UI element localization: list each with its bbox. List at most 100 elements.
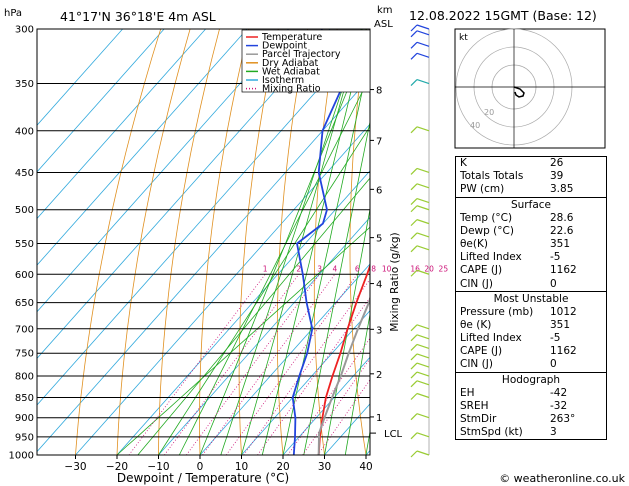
pressure-tick-label: 700: [15, 324, 34, 335]
legend-entry: Dry Adiabat: [262, 58, 319, 69]
hodograph-ring-label: 20: [484, 108, 494, 117]
index-row: SREH -32: [456, 400, 606, 413]
pressure-unit: hPa: [4, 8, 22, 19]
series-temperature: [317, 263, 370, 455]
wind-barb: [416, 41, 430, 47]
km-tick-label: 3: [376, 325, 382, 336]
legend-entry: Temperature: [261, 32, 322, 43]
index-key: Lifted Index: [460, 251, 522, 264]
km-tick-label: 5: [376, 234, 382, 245]
series-dewpoint: [291, 29, 345, 455]
index-row: θe (K) 351: [456, 319, 606, 332]
index-key: θe(K): [460, 237, 488, 250]
km-tick-label: 4: [376, 280, 382, 291]
wind-barb: [416, 353, 430, 359]
wind-barb-flag: [410, 183, 418, 191]
km-tick-label: 8: [376, 86, 382, 97]
wind-barb-flag: [410, 371, 418, 379]
index-key: CIN (J): [460, 277, 493, 290]
index-value: -42: [550, 386, 568, 399]
wind-barb-flag: [410, 168, 418, 175]
mixing-ratio-label: 8: [371, 264, 376, 273]
index-row: StmDir 263°: [456, 413, 606, 426]
isotherm-line: [37, 29, 165, 173]
wind-barb: [416, 219, 430, 225]
index-row: Totals Totals 39: [456, 170, 606, 183]
wind-barb: [416, 334, 430, 340]
legend-entry: Isotherm: [262, 75, 304, 86]
index-value: 1162: [550, 345, 577, 358]
x-tick-label: 0: [197, 461, 204, 473]
mixing-ratio-line: [164, 274, 300, 455]
mixing-ratio-label: 1: [263, 264, 268, 273]
wind-barb-flag: [410, 219, 418, 227]
index-row: Pressure (mb) 1012: [456, 306, 606, 319]
plot-frame: [36, 28, 371, 456]
index-row: CAPE (J) 1162: [456, 264, 606, 277]
pressure-tick-label: 400: [15, 126, 34, 137]
index-key: Dewp (°C): [460, 224, 514, 237]
index-key: StmDir: [460, 413, 497, 425]
wind-barb: [416, 432, 430, 438]
isotherm-line: [37, 29, 289, 313]
legend-box: [241, 29, 371, 93]
x-axis-label: Dewpoint / Temperature (°C): [117, 471, 289, 485]
isotherm-line: [282, 356, 370, 455]
index-value: 351: [550, 318, 571, 331]
index-value: 22.6: [550, 224, 574, 237]
datetime-title: 12.08.2022 15GMT (Base: 12): [409, 8, 597, 23]
wind-barb-flag: [410, 198, 418, 206]
most-unstable-title: Most Unstable: [456, 290, 606, 306]
profiles: [291, 29, 370, 455]
wind-barb-flag: [410, 324, 418, 332]
mixing-ratio-lines: [128, 274, 370, 455]
wind-barb: [416, 232, 430, 238]
pressure-tick-label: 600: [15, 270, 34, 281]
index-key: Lifted Index: [460, 332, 522, 345]
index-row: CAPE (J) 1162: [456, 345, 606, 358]
dry-adiabat-line: [116, 29, 191, 455]
km-tick-label: 2: [376, 370, 382, 381]
pressure-tick-label: 800: [15, 372, 34, 383]
index-row: Temp (°C) 28.6: [456, 212, 606, 225]
mixing-ratio-label: 25: [439, 264, 449, 273]
km-tick-label: 1: [376, 413, 382, 424]
index-value: -32: [550, 399, 568, 412]
wind-barb: [416, 167, 430, 174]
wind-barb: [416, 343, 430, 350]
x-tick-label: −20: [106, 461, 128, 473]
wind-barb: [416, 324, 430, 330]
index-key: CAPE (J): [460, 345, 503, 358]
isotherm-line: [116, 170, 370, 455]
wind-barb-flag: [410, 353, 418, 361]
wind-barb: [416, 126, 430, 132]
isotherm-line: [37, 29, 248, 266]
indices-panel: K 26 Totals Totals 39 PW (cm) 3.85 Surface Te…: [455, 156, 607, 441]
wind-barb-flag: [410, 362, 418, 370]
index-row: PW (cm) 3.85: [456, 183, 606, 196]
pressure-tick-label: 650: [15, 298, 34, 309]
isotherm-line: [37, 76, 370, 453]
x-tick-label: −10: [147, 461, 169, 473]
index-value: 3: [550, 426, 557, 439]
surface-title: Surface: [456, 196, 606, 212]
pressure-tick-label: 850: [15, 393, 34, 404]
isotherm-line: [241, 310, 370, 455]
wind-barb-flag: [410, 205, 418, 213]
index-row: θe(K) 351: [456, 238, 606, 251]
index-key: K: [460, 157, 467, 169]
wind-barb-flag: [410, 24, 418, 32]
location-title: 41°17'N 36°18'E 4m ASL: [60, 9, 216, 24]
hodograph-ring-label: 40: [470, 121, 480, 130]
mixing-ratio-label: 16: [410, 264, 420, 273]
index-key: SREH: [460, 399, 489, 412]
legend-entry: Parcel Trajectory: [262, 49, 341, 60]
wind-barb: [416, 24, 430, 30]
indices-hodograph: EH -42 SREH -32 StmDir 263° StmSpd (kt) 3: [456, 387, 606, 440]
hodograph-unit: kt: [459, 33, 468, 43]
mixing-ratio-line: [128, 274, 266, 455]
legend-entry: Mixing Ratio: [262, 84, 321, 95]
wind-barb-flag: [410, 380, 418, 388]
isotherm-line: [37, 29, 123, 126]
